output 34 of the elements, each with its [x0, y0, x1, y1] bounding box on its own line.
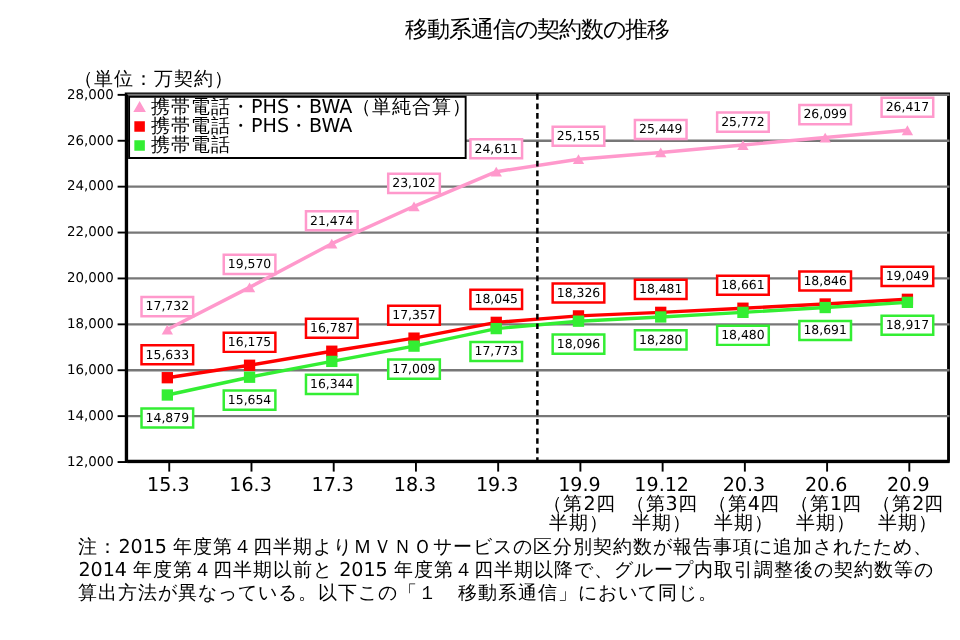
point — [326, 238, 338, 249]
x-tick-label: 16.3 — [229, 474, 272, 497]
chart-title: 移動系通信の契約数の推移 — [405, 14, 670, 43]
point — [737, 140, 749, 150]
x-tick-label: 20.3 （第4四半期） — [707, 474, 780, 535]
point — [572, 154, 585, 165]
y-axis-title: （単位：万契約） — [73, 67, 234, 92]
x-tick-label: 15.3 — [147, 474, 190, 497]
point — [490, 322, 502, 335]
point — [243, 282, 256, 293]
x-tick-label: 20.6 （第1四半期） — [790, 474, 863, 535]
point — [490, 166, 502, 177]
point — [408, 201, 420, 212]
x-tick-label: 18.3 — [393, 474, 437, 497]
point — [161, 372, 173, 384]
x-tick-label: 19.9 （第2四半期） — [543, 474, 616, 535]
point — [161, 324, 173, 335]
x-tick-label: 17.3 — [311, 474, 355, 497]
point — [901, 125, 914, 136]
x-tick-label: 20.9 （第2四半期） — [872, 474, 945, 535]
x-tick-label: 19.3 — [475, 474, 519, 497]
point — [408, 340, 420, 352]
point — [819, 132, 831, 143]
text: 注：2015 年度第４四半期よりＭＶＮＯサービスの区分別契約数が報告事項に追加されたため、2014 年度第４四半期以前と 2015 年度第４四半期以降で、グループ内取引調整後の契約数等の算出方法が異なっている。以下この「１ 移動系通信」において同じ。 — [78, 534, 934, 605]
x-tick-label: 19.12 （第3四半期） — [625, 474, 698, 535]
point — [655, 147, 667, 158]
point — [161, 389, 173, 401]
point — [243, 359, 256, 371]
point — [326, 355, 338, 368]
point — [737, 306, 749, 319]
legend-label: 携帯電話 — [151, 133, 232, 158]
point — [243, 371, 256, 383]
point — [655, 311, 667, 323]
point — [572, 315, 585, 327]
